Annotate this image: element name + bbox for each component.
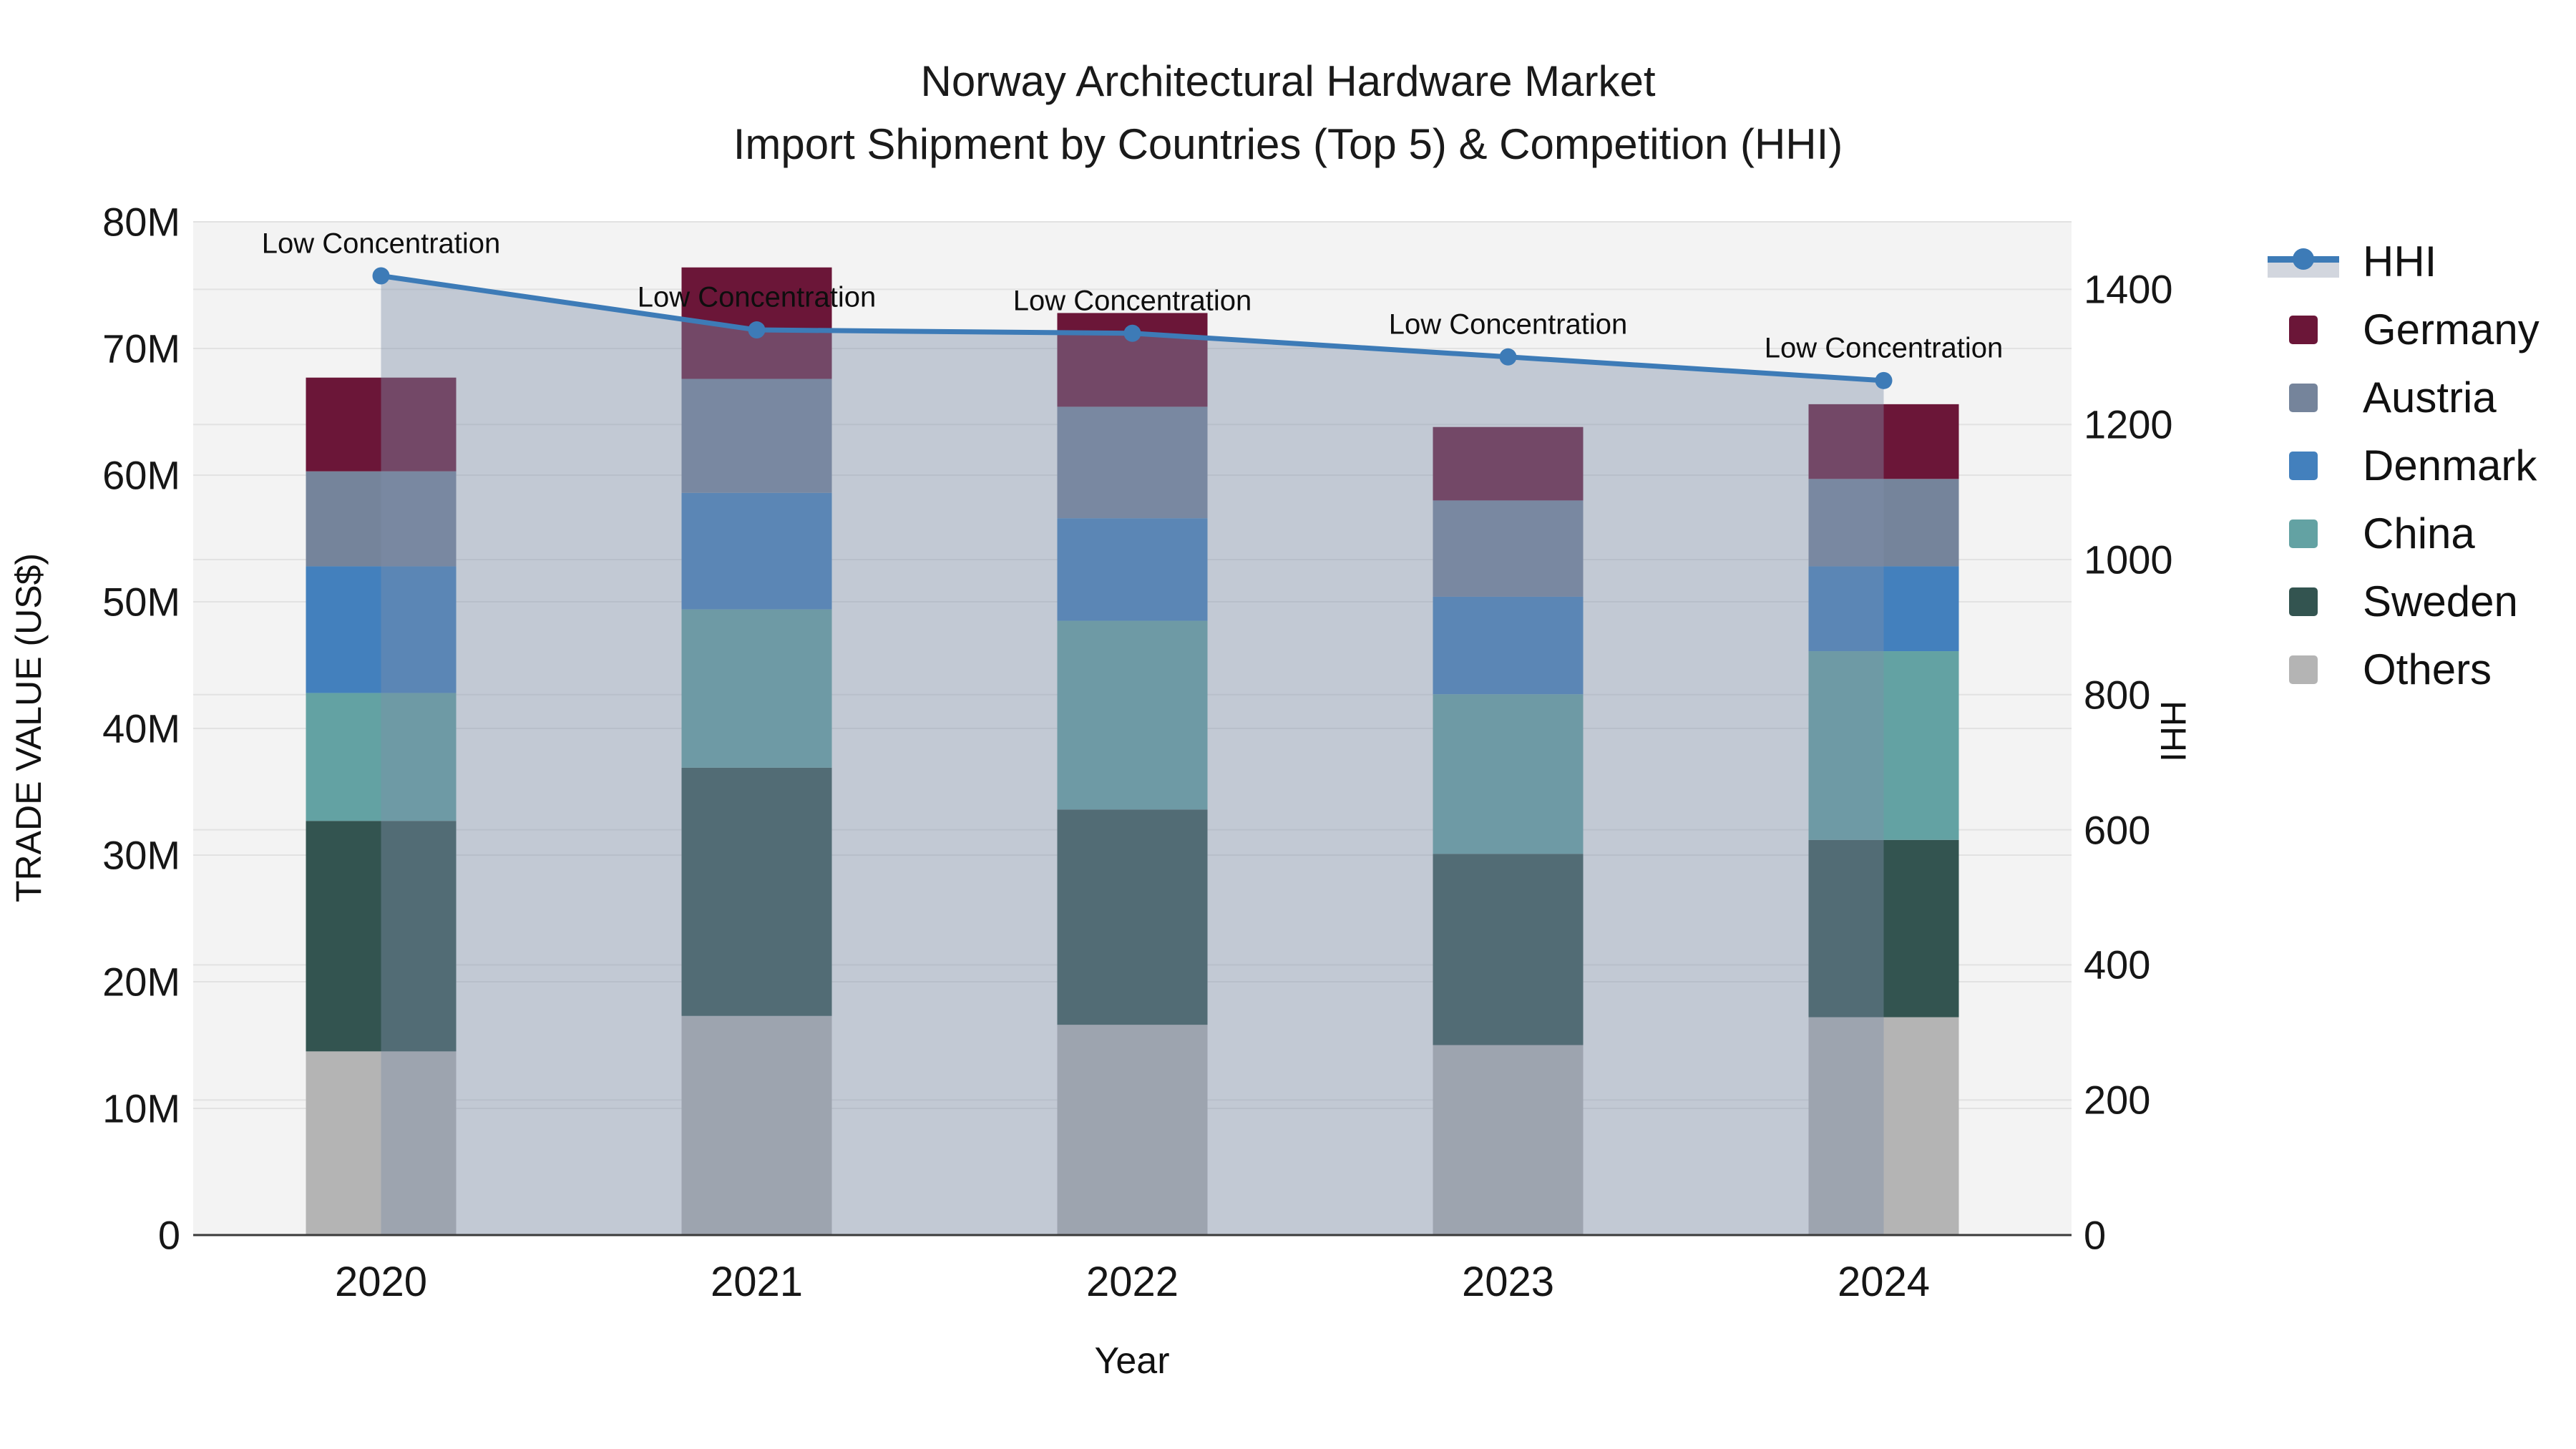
legend-item-others[interactable]: Others xyxy=(2261,635,2540,703)
chart-title: Norway Architectural Hardware Market xyxy=(920,57,1656,105)
y-right-axis-title: HHI xyxy=(2153,700,2193,763)
bar-2022-austria[interactable] xyxy=(1057,406,1208,519)
legend-swatch-col xyxy=(2261,519,2346,548)
legend-label: Sweden xyxy=(2363,577,2518,625)
legend-swatch-col xyxy=(2261,655,2346,684)
bar-2024-denmark[interactable] xyxy=(1808,566,1959,652)
hhi-line-series xyxy=(372,267,1893,1235)
legend-label: HHI xyxy=(2363,238,2437,286)
china-swatch xyxy=(2289,519,2318,548)
sweden-swatch xyxy=(2289,587,2318,616)
bar-2023-sweden[interactable] xyxy=(1433,854,1584,1045)
legend-item-sweden[interactable]: Sweden xyxy=(2261,567,2540,635)
bar-2023-austria[interactable] xyxy=(1433,500,1584,597)
bar-2024-others[interactable] xyxy=(1808,1017,1959,1235)
legend-label: Others xyxy=(2363,645,2492,693)
bar-2022-sweden[interactable] xyxy=(1057,809,1208,1025)
hhi-line-legend-sample xyxy=(2268,246,2339,278)
bar-2024-sweden[interactable] xyxy=(1808,839,1959,1018)
bar-2022-denmark[interactable] xyxy=(1057,518,1208,621)
legend-item-china[interactable]: China xyxy=(2261,499,2540,567)
bar-2023-germany[interactable] xyxy=(1433,426,1584,501)
legend-item-hhi[interactable]: HHI xyxy=(2261,228,2540,296)
bar-2021-denmark[interactable] xyxy=(681,492,832,610)
bar-2020-others[interactable] xyxy=(306,1051,457,1235)
hhi-marker-2022[interactable] xyxy=(1123,324,1141,342)
y-left-axis-title: TRADE VALUE (US$) xyxy=(9,552,49,903)
hhi-marker-2020[interactable] xyxy=(372,267,390,285)
bar-2021-china[interactable] xyxy=(681,609,832,768)
denmark-swatch xyxy=(2289,451,2318,480)
bar-2024-germany[interactable] xyxy=(1808,404,1959,479)
bar-2023-others[interactable] xyxy=(1433,1045,1584,1236)
bar-2022-others[interactable] xyxy=(1057,1025,1208,1235)
legend-swatch-col xyxy=(2261,246,2346,278)
bar-2022-china[interactable] xyxy=(1057,620,1208,810)
legend-swatch-col xyxy=(2261,383,2346,412)
legend-label: Germany xyxy=(2363,306,2540,353)
bar-2024-china[interactable] xyxy=(1808,651,1959,840)
bar-2020-sweden[interactable] xyxy=(306,821,457,1052)
austria-swatch xyxy=(2289,383,2318,412)
bar-2021-austria[interactable] xyxy=(681,379,832,493)
bar-2023-denmark[interactable] xyxy=(1433,596,1584,695)
hhi-marker-swatch xyxy=(2293,248,2314,270)
hhi-marker-2024[interactable] xyxy=(1875,371,1893,389)
bar-2020-austria[interactable] xyxy=(306,471,457,567)
legend-label: Austria xyxy=(2363,374,2497,421)
chart-subtitle: Import Shipment by Countries (Top 5) & C… xyxy=(733,120,1843,168)
bar-2020-denmark[interactable] xyxy=(306,566,457,693)
bar-2020-china[interactable] xyxy=(306,693,457,821)
legend-label: Denmark xyxy=(2363,441,2537,489)
legend-item-denmark[interactable]: Denmark xyxy=(2261,431,2540,499)
stacked-bars xyxy=(306,267,1959,1236)
bar-2020-germany[interactable] xyxy=(306,377,457,472)
bar-2024-austria[interactable] xyxy=(1808,479,1959,567)
hhi-area-fill xyxy=(381,275,1884,1235)
chart-title-block: Norway Architectural Hardware Market Imp… xyxy=(0,50,2576,176)
germany-swatch xyxy=(2289,315,2318,344)
legend-item-austria[interactable]: Austria xyxy=(2261,364,2540,431)
others-swatch xyxy=(2289,655,2318,684)
legend-swatch-col xyxy=(2261,587,2346,616)
hhi-marker-2023[interactable] xyxy=(1499,348,1517,366)
bar-2021-sweden[interactable] xyxy=(681,767,832,1016)
legend-item-germany[interactable]: Germany xyxy=(2261,296,2540,364)
legend-label: China xyxy=(2363,509,2475,557)
hhi-marker-2021[interactable] xyxy=(748,321,766,339)
legend-swatch-col xyxy=(2261,451,2346,480)
legend-swatch-col xyxy=(2261,315,2346,344)
bar-2021-others[interactable] xyxy=(681,1015,832,1235)
legend: HHI Germany Austria Denmark China Sweden Other… xyxy=(2261,228,2540,703)
x-axis-title: Year xyxy=(1094,1340,1170,1382)
bar-2023-china[interactable] xyxy=(1433,694,1584,854)
